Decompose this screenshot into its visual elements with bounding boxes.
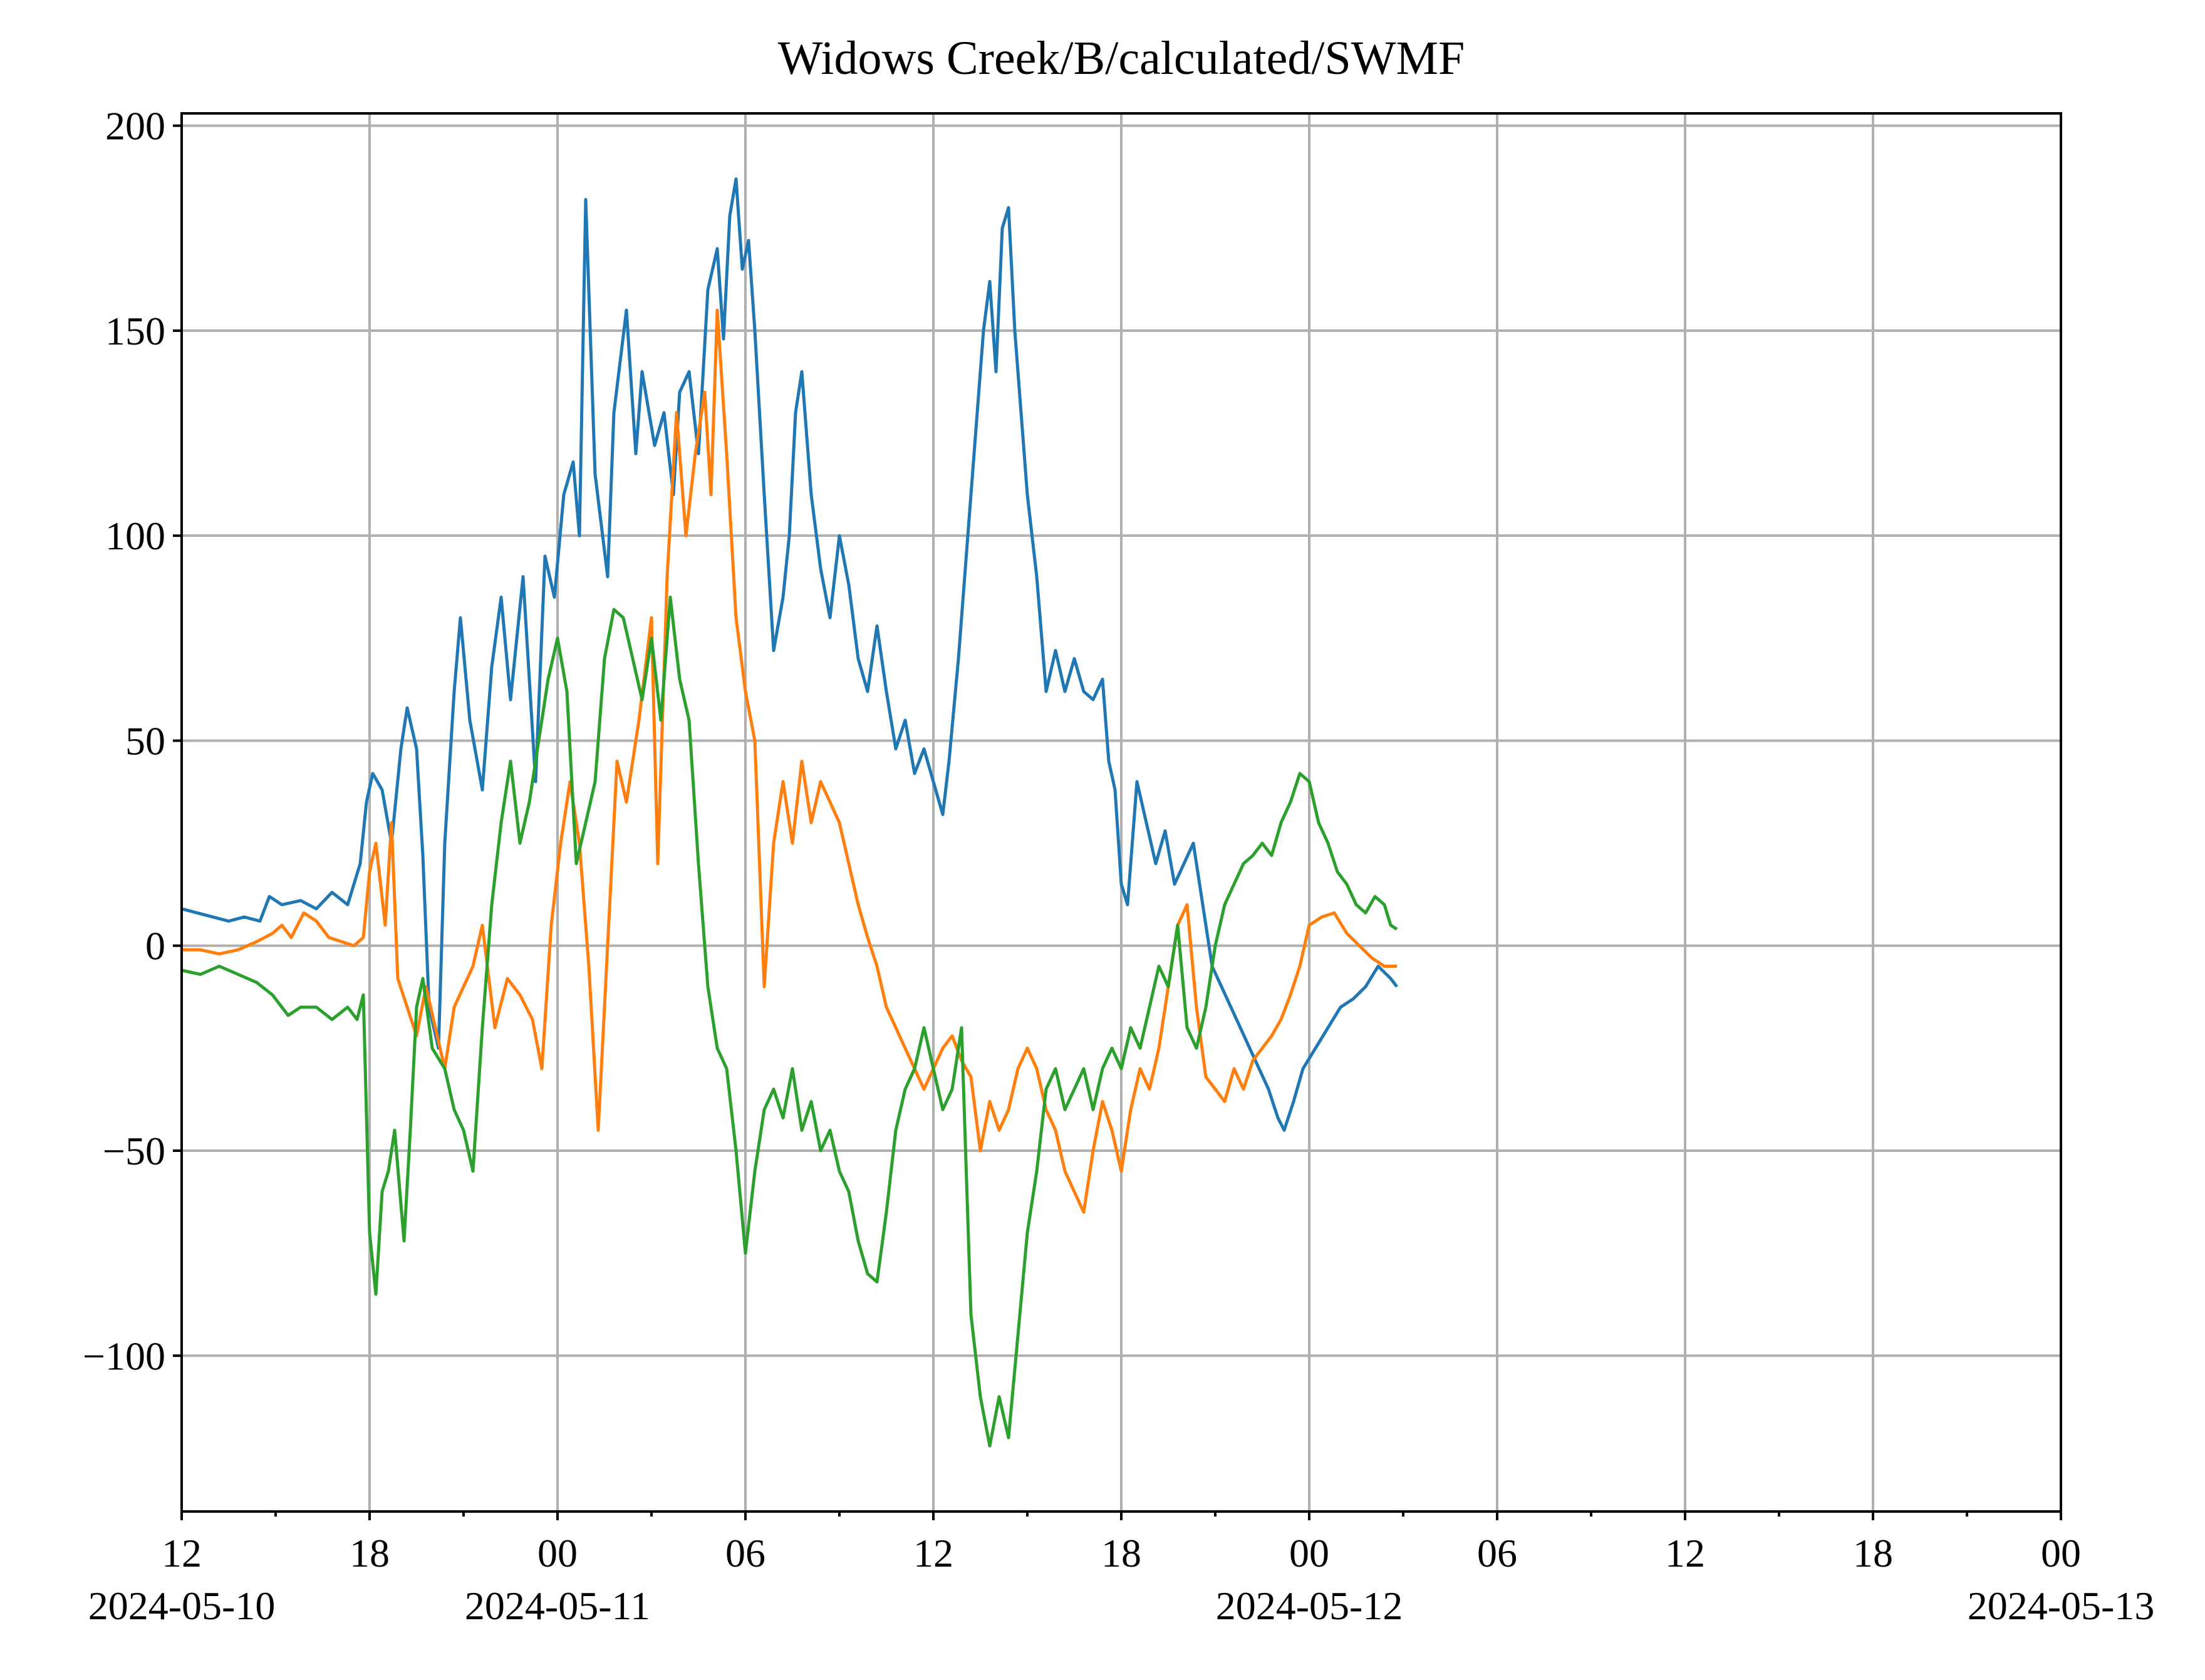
- tick-labels: 200 150 100 50 0 −50 −100 12 2024-05-10 18 00 2024-…: [83, 104, 2154, 1628]
- x-date-label: 2024-05-13: [1968, 1584, 2155, 1628]
- x-tick-label: 12: [913, 1531, 953, 1575]
- y-tick-label: 0: [145, 924, 165, 968]
- y-tick-label: 50: [125, 718, 165, 763]
- y-tick-label: −50: [103, 1129, 165, 1173]
- y-tick-label: −100: [83, 1334, 165, 1378]
- x-tick-label: 06: [725, 1531, 765, 1575]
- chart-title: Widows Creek/B/calculated/SWMF: [778, 32, 1465, 85]
- x-tick-label: 12: [1665, 1531, 1705, 1575]
- y-tick-label: 100: [105, 514, 165, 558]
- x-tick-label: 06: [1477, 1531, 1517, 1575]
- series-line-3: [181, 595, 1398, 1448]
- x-tick-label: 00: [1289, 1531, 1329, 1575]
- x-date-label: 2024-05-12: [1216, 1584, 1403, 1628]
- axis-ticks: [173, 124, 2062, 1520]
- x-tick-label: 00: [537, 1531, 578, 1575]
- x-date-label: 2024-05-10: [88, 1584, 276, 1628]
- series-lines: [181, 177, 1398, 1448]
- x-tick-label: 18: [1101, 1531, 1141, 1575]
- y-tick-label: 200: [105, 104, 165, 148]
- y-tick-label: 150: [105, 309, 165, 353]
- x-tick-label: 18: [350, 1531, 390, 1575]
- x-tick-label: 18: [1853, 1531, 1893, 1575]
- x-date-label: 2024-05-11: [465, 1584, 650, 1628]
- series-line-2: [182, 308, 1397, 1214]
- x-tick-label: 12: [162, 1531, 202, 1575]
- x-tick-label: 00: [2041, 1531, 2081, 1575]
